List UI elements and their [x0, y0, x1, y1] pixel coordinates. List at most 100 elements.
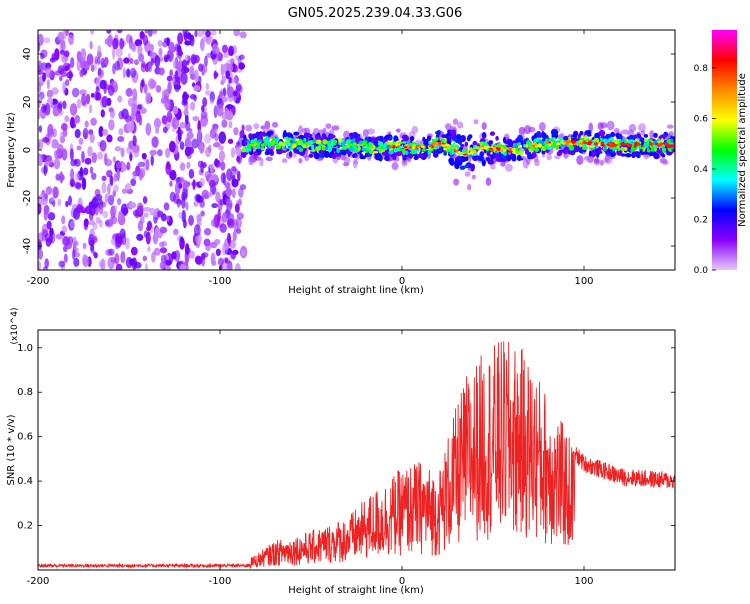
noise-blob	[47, 97, 54, 105]
noise-blob	[164, 266, 172, 270]
band-cell	[373, 138, 378, 146]
band-cell	[276, 151, 283, 155]
noise-blob	[178, 211, 183, 219]
noise-blob	[166, 215, 170, 223]
band-halo	[473, 119, 479, 125]
x-tick-label: -200	[27, 276, 50, 287]
band-halo	[649, 130, 655, 139]
noise-blob	[225, 110, 234, 121]
noise-blob	[145, 122, 152, 136]
noise-blob	[38, 138, 44, 150]
band-core	[568, 136, 572, 142]
noise-blob	[223, 52, 229, 58]
noise-blob	[177, 126, 182, 136]
noise-blob	[198, 75, 202, 84]
noise-blob	[200, 118, 208, 128]
noise-blob	[172, 117, 180, 130]
band-peak	[392, 144, 396, 149]
band-cell	[504, 140, 509, 144]
band-cell	[330, 147, 338, 152]
noise-blob	[234, 54, 239, 61]
noise-blob	[239, 31, 247, 39]
band-peak	[525, 144, 529, 148]
noise-blob	[182, 93, 190, 100]
noise-blob	[134, 113, 141, 122]
noise-blob	[44, 67, 53, 79]
band-core	[271, 139, 276, 146]
noise-blob	[119, 37, 125, 50]
noise-blob	[193, 200, 199, 207]
noise-blob	[113, 204, 118, 214]
noise-blob	[101, 181, 107, 194]
band-cell	[266, 130, 274, 136]
noise-blob	[186, 161, 191, 169]
band-core	[271, 136, 276, 140]
band-core	[358, 141, 363, 145]
noise-blob	[227, 218, 235, 229]
noise-blob	[60, 174, 65, 181]
noise-blob	[61, 225, 68, 234]
noise-blob	[100, 57, 105, 69]
band-core	[351, 138, 356, 144]
band-core	[385, 144, 391, 150]
band-cell	[293, 131, 300, 136]
noise-blob	[226, 63, 234, 73]
noise-blob	[69, 117, 75, 129]
band-cell	[393, 135, 399, 142]
noise-blob	[197, 213, 203, 227]
noise-blob	[231, 166, 237, 172]
colorbar: 0.0 0.2 0.4 0.6 0.8 Normalized spectral ampl…	[694, 30, 748, 276]
band-peak	[672, 142, 675, 146]
y-tick-label: 0	[22, 147, 33, 153]
band-cell	[579, 130, 584, 136]
band-cell	[329, 134, 336, 139]
noise-blob	[116, 168, 120, 182]
noise-blob	[149, 79, 157, 89]
y-tick-label: 1.0	[17, 343, 33, 354]
y-tick-label: 0.6	[17, 432, 33, 443]
noise-blob	[117, 210, 124, 220]
noise-blob	[161, 240, 168, 247]
noise-blob	[91, 152, 97, 164]
band-core	[609, 137, 614, 142]
band-core	[333, 140, 336, 146]
noise-blob	[234, 262, 241, 270]
noise-blob	[74, 173, 80, 182]
noise-blob	[115, 161, 122, 169]
band-cell	[661, 153, 666, 158]
band-cell	[628, 134, 634, 141]
band-cell	[464, 141, 469, 147]
noise-blob	[98, 126, 104, 138]
noise-blob	[56, 109, 64, 116]
y-tick-label: 0.4	[17, 476, 33, 487]
noise-blob	[181, 196, 186, 209]
noise-blob	[132, 135, 137, 147]
noise-blob	[143, 83, 148, 94]
band-core	[275, 137, 280, 142]
band-halo	[668, 131, 674, 138]
noise-blob	[200, 210, 205, 217]
band-cell	[426, 135, 432, 142]
noise-blob	[210, 218, 218, 228]
band-core	[449, 149, 454, 153]
noise-blob	[199, 38, 205, 52]
band-core	[428, 149, 432, 154]
band-core	[300, 141, 304, 146]
noise-blob	[90, 172, 97, 180]
band-peak	[453, 147, 456, 151]
band-cell	[487, 159, 494, 165]
band-core	[525, 140, 531, 146]
noise-blob	[84, 120, 89, 128]
band-cell	[558, 149, 565, 153]
noise-blob	[79, 89, 87, 96]
band-core	[389, 148, 392, 151]
noise-blob	[146, 226, 151, 232]
band-core	[317, 146, 322, 151]
spectrogram-x-ticks: -200 -100 0 100	[27, 30, 594, 287]
noise-blob	[110, 237, 117, 246]
band-halo	[606, 120, 615, 131]
band-cell	[653, 132, 658, 138]
band-cell	[586, 129, 592, 136]
band-peak	[435, 142, 439, 146]
band-core	[515, 150, 519, 155]
